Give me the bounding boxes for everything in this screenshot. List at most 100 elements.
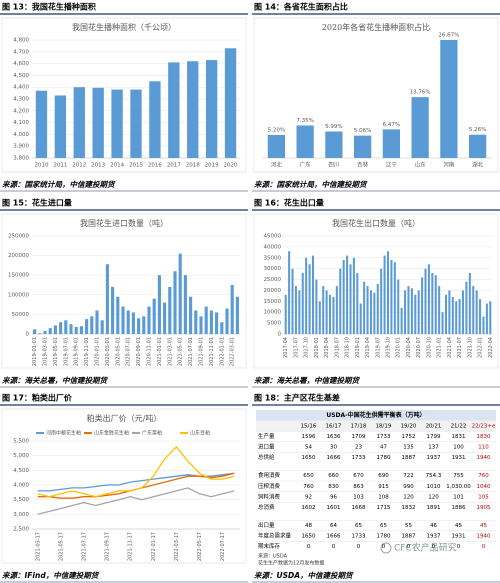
x-tick-label: 2018-01 xyxy=(314,337,320,358)
table-cell: 760 xyxy=(478,473,489,479)
table-cell: 863 xyxy=(353,484,364,490)
bar xyxy=(465,281,468,334)
bar xyxy=(366,286,369,334)
x-tick-label: 广东 xyxy=(300,161,312,169)
value-label: 5.26% xyxy=(469,127,486,133)
table-cell: 0 xyxy=(357,544,361,550)
table-cell: 1666 xyxy=(327,455,341,461)
bar xyxy=(482,316,485,334)
table-cell: 1752 xyxy=(402,434,416,440)
table-cell: 46 xyxy=(430,523,437,529)
bar xyxy=(92,87,104,158)
table-cell: 1650 xyxy=(302,534,316,540)
table-cell: 0 xyxy=(432,544,436,550)
bar xyxy=(95,310,99,334)
bar xyxy=(363,281,366,334)
table-cell: 120 xyxy=(428,494,439,500)
table-cell: 1709 xyxy=(352,434,366,440)
table-row-label: 生产量 xyxy=(258,432,275,440)
value-label: 6.47% xyxy=(383,122,400,128)
bar xyxy=(105,264,109,334)
legend-label: 河南中粮花生粕 xyxy=(46,430,81,437)
figure-source: 来源：国家统计局，中信建投期货 xyxy=(254,180,368,189)
table-cell: 1780 xyxy=(377,455,391,461)
table-cell: 23 xyxy=(355,445,362,451)
bar xyxy=(291,268,294,334)
table-header: 16/17 xyxy=(326,423,342,429)
legend-label: 广东菜粕 xyxy=(142,430,162,437)
x-tick-label: 2018-07 xyxy=(334,337,340,358)
y-tick-label: 2,500 xyxy=(13,527,29,533)
table-cell: 1940 xyxy=(477,455,491,461)
table-header: 18/19 xyxy=(376,423,392,429)
bar xyxy=(393,262,396,334)
table-cell: 0 xyxy=(407,544,411,550)
table-row-label: 年度总需求量 xyxy=(258,532,292,540)
table-note: 花生生产数据为12月发布数据 xyxy=(258,560,324,567)
bar xyxy=(489,301,492,334)
table-cell: 54 xyxy=(305,445,312,451)
bar xyxy=(479,299,482,334)
x-tick-label: 2020-03-01 xyxy=(105,337,111,366)
chart-title: 我国花生出口数量（吨） xyxy=(332,218,420,228)
x-tick-label: 2010 xyxy=(34,163,48,169)
table-cell: 1832 xyxy=(402,505,416,511)
table-cell: 1602 xyxy=(302,505,316,511)
bar xyxy=(342,259,345,334)
chart-title: 我国花生播种面积（千公顷） xyxy=(72,22,176,32)
table-cell: 96 xyxy=(330,494,337,500)
bar xyxy=(440,40,458,158)
bar xyxy=(183,275,187,334)
y-tick-label: 0 xyxy=(278,332,282,338)
value-label: 5.06% xyxy=(354,128,371,134)
y-tick-label: 4,600 xyxy=(13,61,29,67)
legend-label: 山东豆粕 xyxy=(190,430,210,437)
table-cell: 1937 xyxy=(427,455,441,461)
x-tick-label: 湖北 xyxy=(472,161,484,169)
bar xyxy=(130,89,142,158)
figure-label: 图 16：花生出口量 xyxy=(254,198,324,208)
x-tick-label: 2019-04 xyxy=(365,337,371,358)
figure-label: 图 18：主产区花生基差 xyxy=(254,393,340,403)
bar xyxy=(142,316,146,334)
figure-source: 来源：国家统计局，中信建投期货 xyxy=(2,180,116,189)
table-cell: 722 xyxy=(403,473,414,479)
bar xyxy=(404,290,407,334)
x-tick-label: 2019-01 xyxy=(355,337,361,358)
bar xyxy=(48,328,52,334)
table-cell: 1940 xyxy=(477,534,491,540)
x-tick-label: 2022-01-01 xyxy=(219,337,225,366)
bar xyxy=(448,290,451,334)
bar xyxy=(116,296,120,334)
figure-source: 来源：海关总署，中信建投期货 xyxy=(254,376,360,385)
table-header: 19/20 xyxy=(401,423,417,429)
y-tick-label: 150000 xyxy=(8,273,29,279)
table-cell: 0 xyxy=(382,544,386,550)
bar xyxy=(329,294,332,334)
bar xyxy=(230,285,234,334)
table-cell: 105 xyxy=(478,494,489,500)
table-header: 17/18 xyxy=(351,423,367,429)
x-tick-label: 2017-04 xyxy=(283,337,289,358)
table-cell: 0 xyxy=(457,544,461,550)
bar xyxy=(335,286,338,334)
x-tick-label: 2017-07 xyxy=(293,337,299,358)
table-cell: 0 xyxy=(482,544,486,550)
bar xyxy=(325,290,328,334)
bar xyxy=(53,325,57,334)
x-tick-label: 2019-03-01 xyxy=(43,337,49,366)
bar xyxy=(204,306,208,334)
table-cell: 1601 xyxy=(327,505,341,511)
table-row-label: 压榨消费 xyxy=(258,482,281,490)
table-cell: 65 xyxy=(380,523,387,529)
y-tick-label: 4,700 xyxy=(13,49,29,55)
table-cell: 108 xyxy=(378,494,389,500)
bar xyxy=(411,97,429,158)
bar xyxy=(38,333,42,334)
table-cell: 690 xyxy=(378,473,389,479)
chart-frame xyxy=(1,408,247,564)
table-row-label: 总消费 xyxy=(258,503,275,511)
bar xyxy=(111,286,115,334)
